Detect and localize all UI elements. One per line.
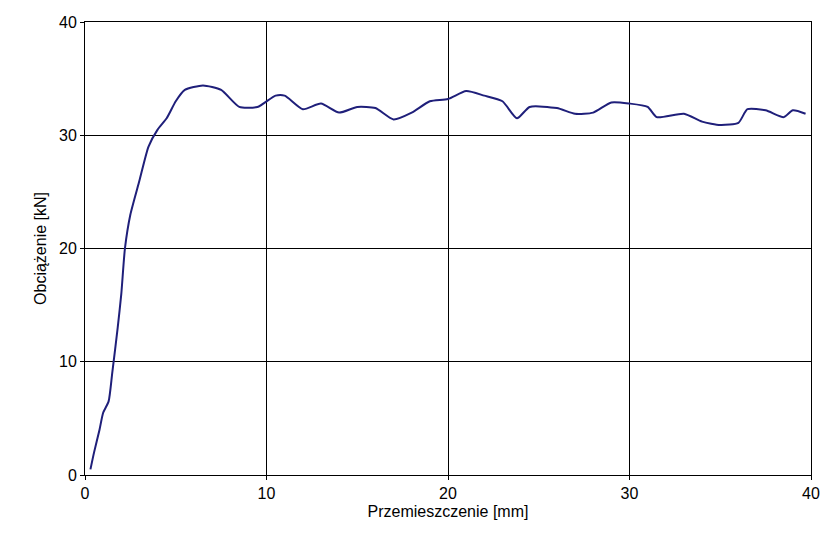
svg-text:0: 0 bbox=[81, 485, 90, 502]
svg-text:40: 40 bbox=[59, 14, 77, 31]
svg-text:Obciążenie [kN]: Obciążenie [kN] bbox=[32, 192, 49, 305]
svg-text:30: 30 bbox=[621, 485, 639, 502]
svg-text:Przemieszczenie [mm]: Przemieszczenie [mm] bbox=[368, 503, 529, 520]
svg-text:20: 20 bbox=[59, 240, 77, 257]
svg-text:10: 10 bbox=[258, 485, 276, 502]
svg-text:20: 20 bbox=[439, 485, 457, 502]
svg-text:0: 0 bbox=[68, 467, 77, 484]
svg-text:10: 10 bbox=[59, 353, 77, 370]
svg-text:40: 40 bbox=[802, 485, 820, 502]
svg-text:30: 30 bbox=[59, 127, 77, 144]
